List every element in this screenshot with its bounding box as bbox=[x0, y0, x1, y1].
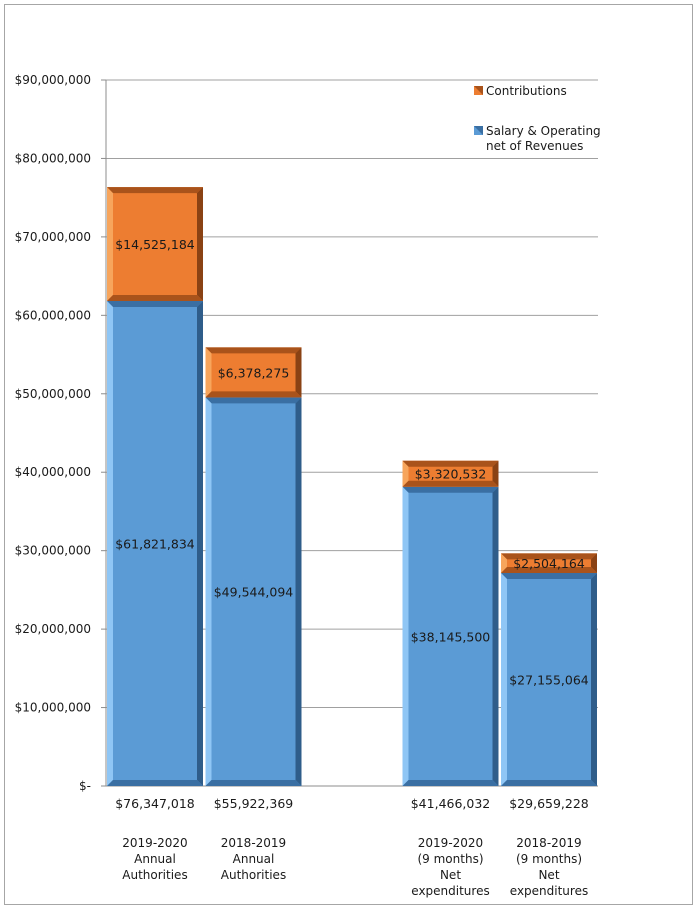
y-tick-label: $70,000,000 bbox=[15, 230, 91, 244]
bar-bevel-top bbox=[107, 187, 203, 194]
bar-bevel-right bbox=[492, 486, 499, 786]
category-label: Annual bbox=[233, 852, 275, 866]
bar-bevel-bottom bbox=[205, 780, 302, 786]
bar-bevel-right bbox=[492, 460, 499, 487]
bar-bevel-top bbox=[501, 572, 597, 579]
bar-bevel-top bbox=[402, 460, 499, 467]
data-label-contributions: $3,320,532 bbox=[415, 467, 487, 482]
bar-bevel-top bbox=[205, 397, 302, 404]
bar-bevel-left bbox=[107, 301, 113, 786]
legend-swatch-salary-shade bbox=[474, 126, 483, 135]
bar-bevel-right bbox=[591, 553, 597, 573]
data-label-salary: $38,145,500 bbox=[411, 629, 491, 644]
category-label: (9 months) bbox=[417, 852, 483, 866]
category-label: 2018-2019 bbox=[516, 836, 581, 850]
data-label-contributions: $14,525,184 bbox=[115, 237, 195, 252]
y-tick-label: $- bbox=[79, 779, 91, 793]
bar-face bbox=[205, 347, 302, 398]
bar-bevel-right bbox=[197, 187, 203, 302]
data-label-salary: $27,155,064 bbox=[509, 672, 589, 687]
bar-bevel-right bbox=[197, 301, 203, 786]
bar-bevel-left bbox=[205, 397, 212, 786]
bar-bevel-left bbox=[402, 460, 409, 487]
y-tick-label: $50,000,000 bbox=[15, 387, 91, 401]
legend-label: net of Revenues bbox=[486, 139, 583, 153]
data-label-contributions: $2,504,164 bbox=[513, 556, 585, 571]
category-label: 2019-2020 bbox=[418, 836, 483, 850]
category-label: expenditures bbox=[411, 884, 489, 898]
bar-face bbox=[501, 572, 597, 786]
bar-bevel-right bbox=[295, 397, 302, 786]
bar-bevel-left bbox=[402, 486, 409, 786]
bar-contributions bbox=[205, 347, 302, 398]
y-tick-label: $10,000,000 bbox=[15, 701, 91, 715]
bar-bevel-top bbox=[107, 301, 203, 308]
bar-contributions bbox=[402, 460, 499, 487]
bar-face bbox=[107, 187, 203, 302]
category-label: Net bbox=[538, 868, 559, 882]
bar-bevel-bottom bbox=[402, 780, 499, 786]
bar-salary-operating bbox=[501, 572, 597, 786]
total-label: $55,922,369 bbox=[214, 796, 294, 811]
category-label: 2018-2019 bbox=[221, 836, 286, 850]
bar-face bbox=[205, 397, 302, 786]
bar-salary-operating bbox=[107, 301, 203, 786]
bar-bevel-top bbox=[402, 486, 499, 493]
data-label-salary: $61,821,834 bbox=[115, 537, 195, 552]
bar-bevel-right bbox=[295, 347, 302, 398]
data-label-contributions: $6,378,275 bbox=[218, 365, 290, 380]
legend-swatch-contributions-shade bbox=[474, 86, 483, 95]
bar-face bbox=[402, 460, 499, 487]
bar-bevel-bottom bbox=[107, 295, 203, 302]
total-label: $29,659,228 bbox=[509, 796, 589, 811]
bar-bevel-top bbox=[501, 553, 597, 560]
bar-bevel-left bbox=[205, 347, 212, 398]
bar-bevel-bottom bbox=[107, 780, 203, 786]
bar-bevel-left bbox=[501, 553, 507, 573]
data-label-salary: $49,544,094 bbox=[214, 585, 294, 600]
category-label: Authorities bbox=[122, 868, 187, 882]
bar-bevel-bottom bbox=[501, 780, 597, 786]
bar-bevel-left bbox=[501, 572, 507, 786]
bar-contributions bbox=[501, 553, 597, 573]
y-tick-label: $20,000,000 bbox=[15, 622, 91, 636]
category-label: Annual bbox=[134, 852, 176, 866]
total-label: $41,466,032 bbox=[411, 796, 491, 811]
category-label: expenditures bbox=[510, 884, 588, 898]
legend-label: Salary & Operating bbox=[486, 124, 601, 138]
y-tick-label: $60,000,000 bbox=[15, 308, 91, 322]
bar-face bbox=[107, 301, 203, 786]
bar-bevel-right bbox=[591, 572, 597, 786]
total-label: $76,347,018 bbox=[115, 796, 195, 811]
bar-bevel-bottom bbox=[402, 480, 499, 487]
bar-face bbox=[402, 486, 499, 786]
y-tick-label: $80,000,000 bbox=[15, 151, 91, 165]
y-tick-label: $30,000,000 bbox=[15, 544, 91, 558]
bar-bevel-bottom bbox=[501, 566, 597, 573]
bar-bevel-top bbox=[205, 347, 302, 354]
category-label: 2019-2020 bbox=[122, 836, 187, 850]
y-tick-label: $40,000,000 bbox=[15, 465, 91, 479]
category-label: (9 months) bbox=[516, 852, 582, 866]
y-tick-label: $90,000,000 bbox=[15, 73, 91, 87]
bar-contributions bbox=[107, 187, 203, 302]
category-label: Net bbox=[440, 868, 461, 882]
category-label: Authorities bbox=[221, 868, 286, 882]
legend-label: Contributions bbox=[486, 84, 567, 98]
bar-bevel-left bbox=[107, 187, 113, 302]
bar-bevel-bottom bbox=[205, 391, 302, 398]
bar-salary-operating bbox=[402, 486, 499, 786]
bar-salary-operating bbox=[205, 397, 302, 786]
